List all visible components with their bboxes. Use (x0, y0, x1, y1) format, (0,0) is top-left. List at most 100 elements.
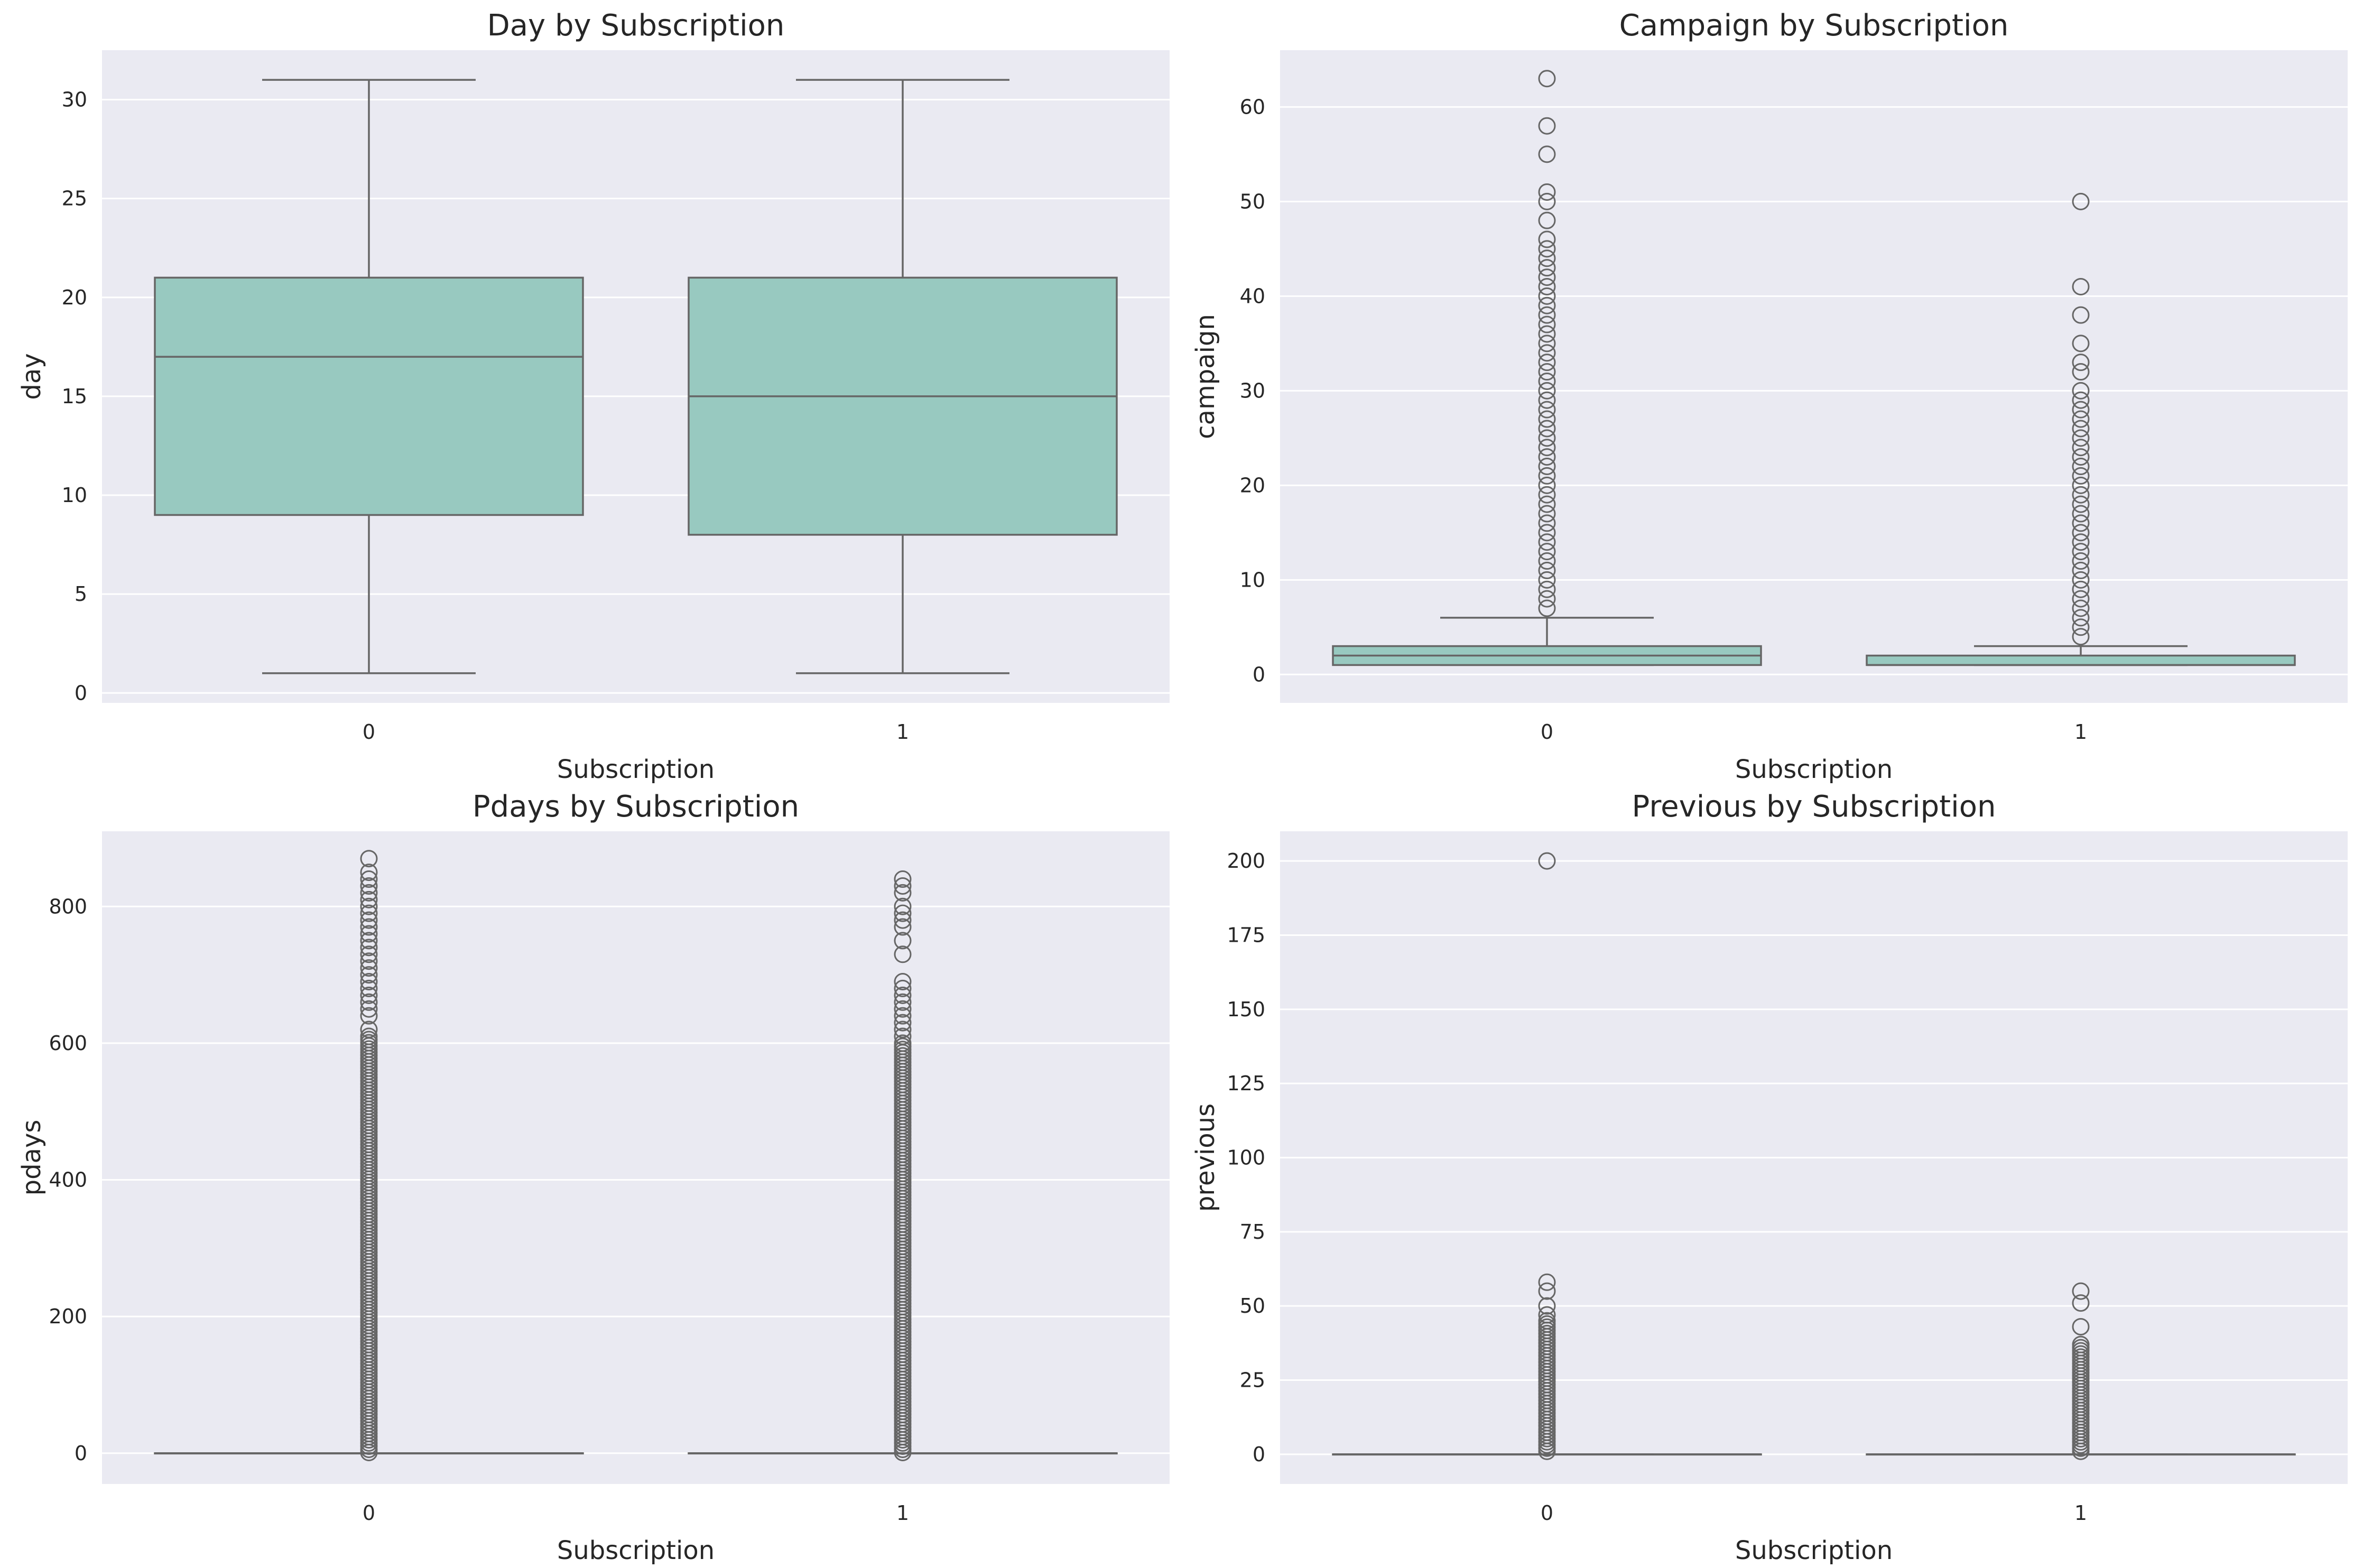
outlier-point (360, 973, 378, 991)
y-tick-label: 150 (1227, 998, 1265, 1021)
outlier-point (2072, 401, 2090, 419)
outlier-point (894, 884, 912, 902)
outlier-point (1538, 335, 1556, 352)
x-tick-label: 0 (1541, 720, 1553, 744)
outlier-point (1538, 192, 1556, 210)
y-tick-label: 10 (1240, 568, 1265, 591)
y-tick-label: 20 (1240, 474, 1265, 497)
chart-panel-1: 0 10 20 30 40 50 60 0 1 Campaign by Subscription S… (1191, 8, 2348, 784)
y-tick-label: 25 (1240, 1369, 1265, 1392)
box-0 (154, 850, 584, 1462)
outlier-point (2072, 1282, 2090, 1300)
outlier-point (360, 870, 378, 888)
outlier-point (360, 945, 378, 963)
outlier-point (1538, 325, 1556, 343)
outlier-point (2072, 354, 2090, 372)
y-tick-label: 200 (49, 1305, 87, 1328)
outlier-point (2072, 476, 2090, 494)
chart-title: Campaign by Subscription (1619, 8, 2009, 43)
outlier-point (1538, 852, 1556, 870)
y-axis-title: previous (1191, 1103, 1220, 1212)
box-iqr (688, 276, 1118, 536)
outlier-point (2072, 306, 2090, 324)
y-tick-label: 60 (1240, 95, 1265, 118)
outlier-point (360, 918, 378, 936)
outlier-point (2072, 599, 2090, 617)
outlier-point (894, 1000, 912, 1018)
outlier-point (2072, 467, 2090, 485)
x-tick-label: 1 (2074, 720, 2087, 744)
outlier-point (1538, 580, 1556, 598)
outlier-point (2072, 448, 2090, 466)
outlier-point (360, 986, 378, 1004)
outlier-point (2072, 486, 2090, 504)
outlier-point (1538, 249, 1556, 267)
outlier-point (894, 1034, 912, 1052)
outlier-point (1538, 382, 1556, 400)
outlier-point (894, 1027, 912, 1045)
outlier-point (1538, 505, 1556, 523)
outlier-point (1538, 495, 1556, 513)
x-axis-title: Subscription (557, 1536, 715, 1565)
outlier-point (2072, 561, 2090, 579)
outlier-point (1538, 259, 1556, 277)
outlier-point (894, 1014, 912, 1032)
x-tick-label: 1 (896, 720, 909, 744)
x-tick-label: 1 (2074, 1501, 2087, 1525)
outlier-point (1538, 240, 1556, 258)
x-tick-label: 0 (1541, 1501, 1553, 1525)
outlier-point (1538, 590, 1556, 608)
outlier-point (2072, 628, 2090, 646)
outlier-point (1538, 561, 1556, 579)
box-0 (1332, 70, 1762, 666)
outlier-point (2072, 618, 2090, 636)
y-tick-label: 600 (49, 1032, 87, 1055)
outlier-point (2072, 277, 2090, 295)
outlier-point (2072, 363, 2090, 381)
outlier-point (1538, 1273, 1556, 1291)
outlier-point (360, 925, 378, 943)
outlier-point (1538, 599, 1556, 617)
y-tick-label: 400 (49, 1168, 87, 1192)
outlier-point (894, 986, 912, 1004)
plot-background (1280, 50, 2348, 703)
box-1 (1866, 1282, 2296, 1460)
y-tick-label: 30 (1240, 379, 1265, 402)
y-tick-label: 40 (1240, 284, 1265, 308)
outlier-point (360, 959, 378, 977)
outlier-point (2072, 580, 2090, 598)
y-tick-label: 15 (62, 385, 87, 408)
outlier-point (2072, 495, 2090, 513)
outlier-point (360, 1027, 378, 1045)
outlier-point (894, 870, 912, 888)
outlier-point (894, 1020, 912, 1038)
y-tick-label: 5 (75, 582, 87, 606)
outlier-point (2072, 505, 2090, 523)
outlier-point (1538, 372, 1556, 390)
outlier-point (1538, 552, 1556, 570)
outlier-point (894, 911, 912, 929)
y-axis-title: campaign (1191, 314, 1220, 439)
outlier-point (2072, 458, 2090, 476)
box-iqr (154, 276, 584, 516)
outlier-point (1538, 420, 1556, 438)
outlier-point (2072, 335, 2090, 352)
y-tick-label: 0 (1253, 1443, 1265, 1466)
outlier-point (894, 877, 912, 895)
outlier-point (2072, 543, 2090, 561)
outlier-point (1538, 316, 1556, 333)
x-axis-title: Subscription (557, 755, 715, 784)
y-tick-label: 200 (1227, 849, 1265, 873)
outlier-point (2072, 429, 2090, 447)
x-tick-label: 0 (363, 720, 375, 744)
outlier-point (1538, 401, 1556, 419)
y-tick-label: 50 (1240, 1294, 1265, 1318)
outlier-point (2072, 571, 2090, 589)
outlier-point (1538, 117, 1556, 135)
outlier-point (360, 1000, 378, 1018)
outlier-point (1538, 448, 1556, 466)
outlier-point (360, 966, 378, 984)
outlier-point (2072, 1335, 2090, 1353)
outlier-point (360, 884, 378, 902)
outlier-point (1538, 145, 1556, 163)
